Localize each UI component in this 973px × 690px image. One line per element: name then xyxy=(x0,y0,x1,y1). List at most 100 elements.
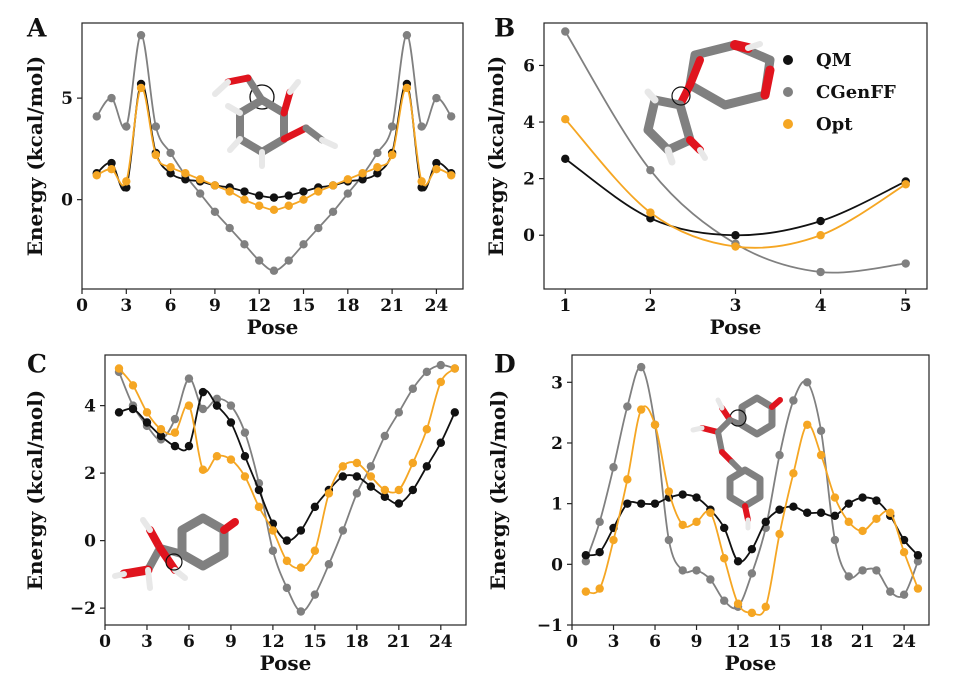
legend-label: QM xyxy=(816,50,852,71)
data-point-cgenff-21 xyxy=(387,122,397,131)
y-tick-label: 1 xyxy=(551,495,563,515)
data-point-qm-19 xyxy=(830,511,840,520)
data-point-opt-13 xyxy=(269,205,279,215)
data-point-cgenff-22 xyxy=(872,566,881,575)
plot-frame xyxy=(104,354,467,626)
data-point-opt-15 xyxy=(775,529,784,539)
x-tick-label: 24 xyxy=(429,632,453,652)
x-tick-label: 0 xyxy=(566,632,578,652)
data-point-qm-19 xyxy=(358,175,367,184)
panel-letter: B xyxy=(494,13,515,42)
x-tick-label: 0 xyxy=(99,632,111,652)
data-point-opt-10 xyxy=(706,508,715,517)
data-point-qm-14 xyxy=(284,191,293,200)
series-line-qm xyxy=(564,158,907,237)
y-tick-label: 0 xyxy=(61,191,73,211)
data-point-qm-6 xyxy=(166,169,175,178)
series-qm xyxy=(561,154,910,240)
data-point-qm-4 xyxy=(623,499,632,508)
data-point-opt-19 xyxy=(366,472,376,481)
molecule-c-icon xyxy=(112,513,239,591)
data-point-opt-14 xyxy=(284,201,293,210)
x-tick-label: 3 xyxy=(608,632,620,652)
x-tick-label: 3 xyxy=(141,632,153,652)
data-point-opt-6 xyxy=(166,162,175,172)
data-point-cgenff-6 xyxy=(166,148,175,158)
data-point-qm-21 xyxy=(394,499,404,508)
panel-letter: C xyxy=(27,349,47,378)
data-point-opt-13 xyxy=(747,608,757,618)
data-point-opt-6 xyxy=(184,401,194,410)
data-point-opt-17 xyxy=(338,462,348,471)
data-point-cgenff-8 xyxy=(212,394,222,404)
data-point-opt-16 xyxy=(789,469,798,478)
data-point-qm-16 xyxy=(789,502,798,511)
data-point-cgenff-9 xyxy=(226,401,236,410)
x-tick-label: 6 xyxy=(649,632,661,652)
data-point-opt-20 xyxy=(373,162,382,172)
y-axis-label: Energy (kcal/mol) xyxy=(23,56,47,257)
data-point-qm-19 xyxy=(366,482,376,491)
x-tick-label: 9 xyxy=(691,632,703,652)
data-point-qm-17 xyxy=(338,472,348,481)
x-tick-label: 12 xyxy=(261,632,285,652)
data-point-qm-24 xyxy=(899,535,909,545)
data-point-cgenff-4 xyxy=(136,30,146,40)
data-point-qm-14 xyxy=(761,517,770,527)
data-point-opt-2 xyxy=(128,381,138,390)
data-point-opt-9 xyxy=(210,181,220,190)
x-tick-label: 12 xyxy=(247,296,271,316)
series-group xyxy=(114,360,460,616)
data-point-qm-20 xyxy=(373,169,382,178)
data-point-opt-1 xyxy=(561,115,570,124)
data-point-qm-1 xyxy=(561,154,570,164)
data-point-qm-10 xyxy=(240,452,250,461)
x-axis-label: Pose xyxy=(260,651,312,675)
data-point-opt-4 xyxy=(156,425,166,434)
data-point-qm-3 xyxy=(731,231,740,240)
data-point-qm-13 xyxy=(747,544,757,554)
data-point-cgenff-20 xyxy=(373,148,382,158)
y-tick-label: 2 xyxy=(84,464,96,484)
data-point-cgenff-24 xyxy=(899,590,909,599)
data-point-opt-24 xyxy=(436,377,446,387)
molecule-d-icon xyxy=(690,394,783,531)
data-point-cgenff-6 xyxy=(184,374,194,383)
data-point-opt-5 xyxy=(170,428,180,437)
data-point-opt-2 xyxy=(595,584,604,593)
y-axis-label: Energy (kcal/mol) xyxy=(23,390,47,591)
data-point-qm-5 xyxy=(636,499,646,508)
data-point-qm-23 xyxy=(422,462,432,471)
data-point-opt-11 xyxy=(240,195,249,204)
data-point-qm-2 xyxy=(595,547,604,557)
data-point-opt-17 xyxy=(328,181,338,190)
data-point-cgenff-13 xyxy=(269,266,279,275)
data-point-opt-11 xyxy=(254,502,264,512)
y-tick-label: 0 xyxy=(84,532,96,552)
data-point-cgenff-17 xyxy=(803,378,812,387)
series-opt xyxy=(92,83,456,215)
data-point-cgenff-19 xyxy=(366,462,376,471)
data-point-cgenff-25 xyxy=(446,112,456,121)
data-point-cgenff-5 xyxy=(901,259,910,268)
panel-letter: D xyxy=(494,349,516,378)
data-point-cgenff-3 xyxy=(122,122,131,131)
data-point-opt-4 xyxy=(816,231,825,240)
data-point-cgenff-2 xyxy=(107,93,116,103)
data-point-cgenff-15 xyxy=(299,240,308,249)
data-point-opt-23 xyxy=(422,425,432,434)
data-point-qm-25 xyxy=(450,408,460,417)
data-point-cgenff-1 xyxy=(92,112,101,121)
data-point-cgenff-22 xyxy=(402,30,412,40)
x-axis-label: Pose xyxy=(247,315,299,339)
series-cgenff xyxy=(92,30,456,275)
data-point-opt-4 xyxy=(136,83,146,93)
data-point-qm-6 xyxy=(184,441,194,451)
data-point-opt-16 xyxy=(324,489,334,498)
x-tick-label: 6 xyxy=(165,296,177,316)
data-point-opt-7 xyxy=(198,465,208,474)
data-point-cgenff-5 xyxy=(151,122,161,131)
data-point-opt-8 xyxy=(212,452,222,461)
data-point-qm-1 xyxy=(581,551,591,560)
